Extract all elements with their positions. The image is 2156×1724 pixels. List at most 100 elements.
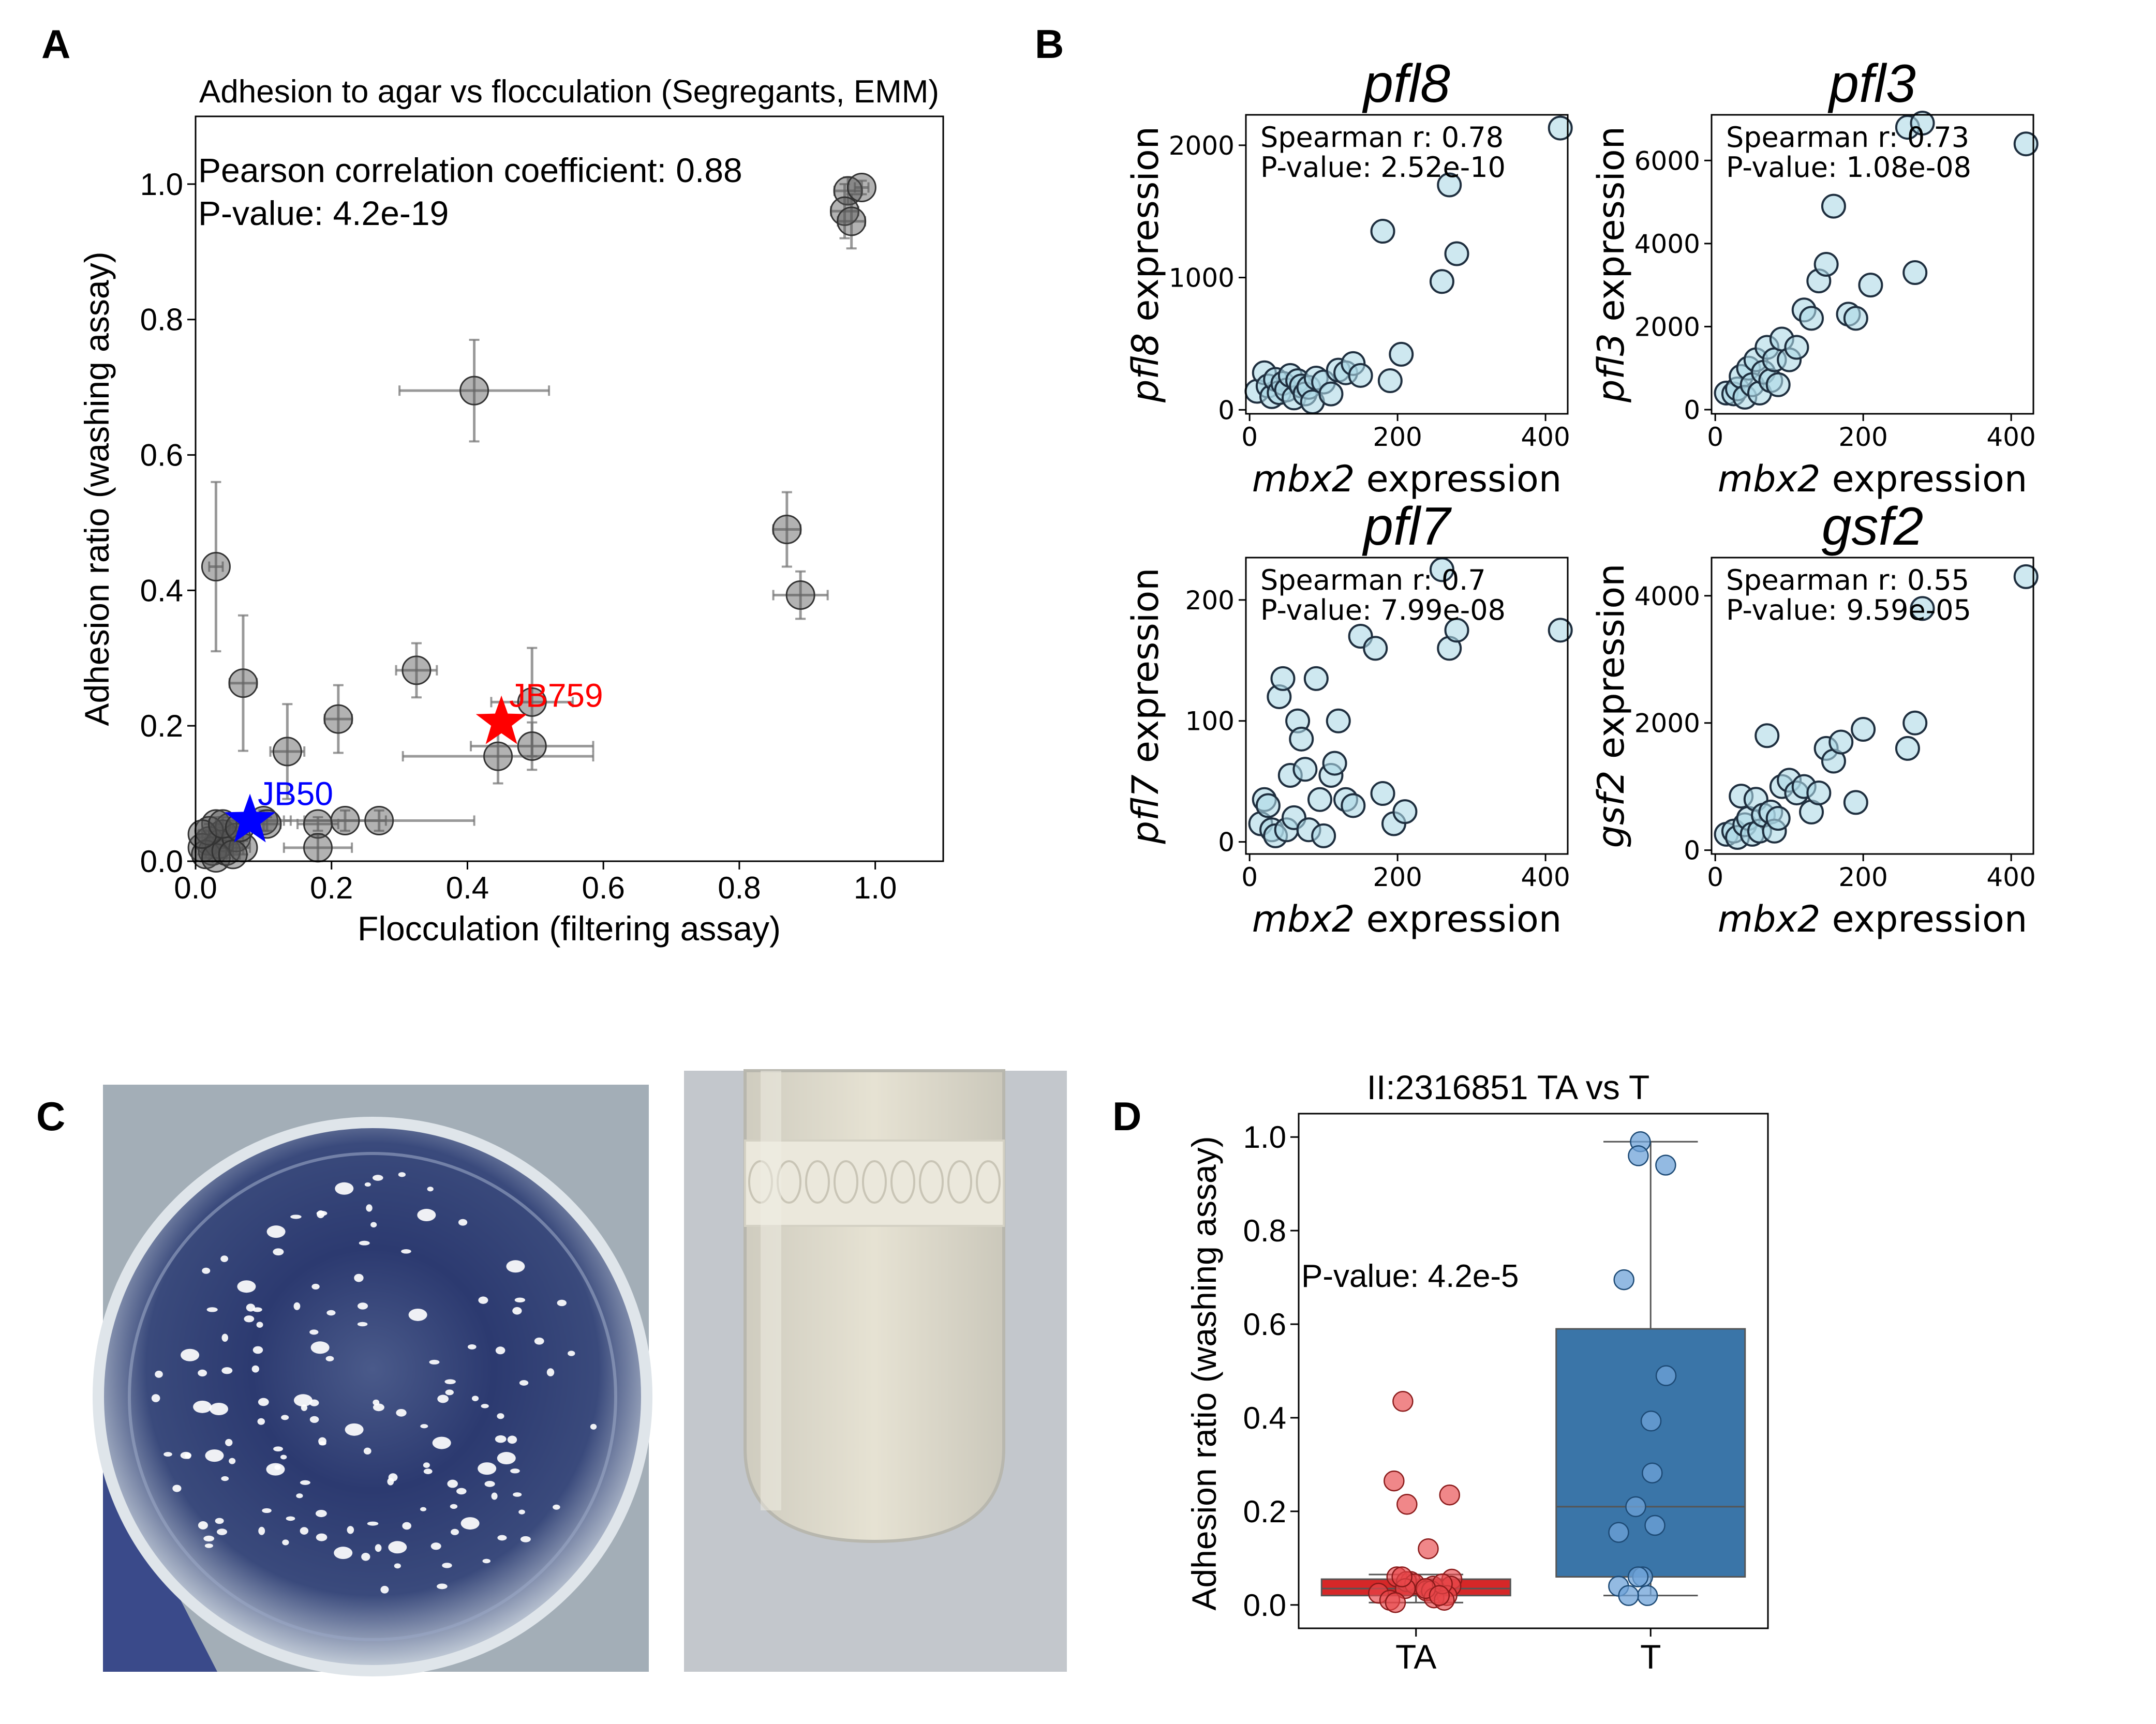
floc	[205, 1449, 224, 1462]
highlight-star	[224, 793, 276, 843]
floc	[309, 1416, 319, 1423]
floc	[300, 1480, 310, 1485]
subplot-title: pfl3	[1827, 54, 1916, 114]
ring-bubble	[834, 1160, 858, 1204]
y-tick-label: 4000	[1634, 229, 1700, 259]
x-tick-label: 0.8	[718, 871, 761, 905]
photo-culture-tube	[684, 1069, 1067, 1672]
floc	[387, 1477, 394, 1486]
floc	[450, 1504, 458, 1509]
floc	[357, 1302, 368, 1310]
floc	[506, 1260, 525, 1273]
x-axis-label: mbx2 expression	[1718, 898, 2027, 940]
floc	[497, 1452, 516, 1465]
floc	[408, 1308, 427, 1321]
point-t	[1644, 1515, 1666, 1536]
y-tick-label: 2000	[1634, 709, 1700, 739]
x-tick-label: 0.6	[582, 871, 625, 905]
scatter-point	[1895, 736, 1920, 761]
floc	[309, 1329, 319, 1335]
scatter-point	[1902, 260, 1928, 286]
floc	[478, 1296, 488, 1304]
floc	[215, 1518, 224, 1524]
floc	[420, 1507, 427, 1511]
floc	[193, 1400, 212, 1413]
floc	[244, 1315, 255, 1323]
floc	[221, 1367, 233, 1374]
y-tick-label: 0.2	[1243, 1494, 1286, 1529]
scatter-point	[1784, 335, 1809, 360]
scatter-point	[1843, 790, 1868, 815]
stat-pvalue: P-value: 9.59e-05	[1726, 594, 1971, 626]
floc	[293, 1302, 301, 1310]
point-t	[1642, 1462, 1663, 1483]
floc	[273, 1446, 283, 1451]
scatter-point	[303, 833, 333, 863]
scatter-point	[1910, 111, 1935, 136]
panel-a-annotation-pearson: Pearson correlation coefficient: 0.88	[198, 151, 742, 189]
floc	[497, 1535, 507, 1541]
x-tick-label: 200	[1838, 862, 1887, 892]
floc	[151, 1394, 160, 1402]
x-tick-label: 0.2	[310, 871, 353, 905]
floc	[456, 1488, 467, 1495]
floc	[514, 1297, 526, 1303]
floc	[491, 1492, 498, 1500]
stat-spearman: Spearman r: 0.7	[1260, 564, 1486, 596]
floc	[335, 1182, 354, 1195]
panel-a-y-axis-label: Adhesion ratio (washing assay)	[78, 251, 116, 726]
floc	[206, 1307, 218, 1312]
floc	[266, 1225, 286, 1238]
floc	[252, 1346, 263, 1354]
floc	[481, 1404, 489, 1408]
floc	[282, 1539, 289, 1546]
x-tick-label: 400	[1986, 862, 2035, 892]
floc	[204, 1543, 213, 1548]
y-tick-label: 100	[1185, 707, 1235, 737]
scatter-point	[1326, 708, 1351, 733]
scatter-point	[1392, 799, 1418, 824]
y-tick-label: 1.0	[140, 167, 183, 202]
scatter-point	[1813, 252, 1839, 277]
scatter-point	[364, 805, 394, 835]
y-tick-label: 0.8	[1243, 1213, 1286, 1248]
floc	[246, 1303, 256, 1312]
scatter-point	[1858, 273, 1883, 298]
floc	[217, 1528, 227, 1535]
floc	[445, 1389, 454, 1396]
floc	[334, 1547, 353, 1560]
stat-pvalue: P-value: 2.52e-10	[1260, 151, 1506, 184]
floc	[221, 1476, 229, 1481]
point-ta	[1392, 1391, 1414, 1412]
x-tick-label: 0	[1707, 422, 1723, 452]
point-ta	[1384, 1470, 1405, 1492]
floc	[281, 1415, 289, 1420]
scatter-point	[272, 737, 302, 767]
x-tick-label: 200	[1373, 422, 1422, 452]
flocs	[151, 1172, 597, 1594]
floc	[319, 1441, 326, 1446]
scatter-point	[1303, 666, 1329, 691]
y-tick-label: 0.4	[1243, 1401, 1286, 1435]
floc	[520, 1536, 531, 1542]
y-tick-label: 0	[1684, 836, 1700, 866]
scatter-point	[1437, 172, 1462, 198]
stat-spearman: Spearman r: 0.55	[1726, 564, 1969, 596]
scatter-point	[1377, 368, 1403, 394]
floc	[185, 1452, 191, 1459]
floc	[444, 1379, 456, 1384]
scatter-point	[1754, 723, 1780, 748]
y-tick-label: 200	[1185, 586, 1235, 616]
floc	[396, 1408, 407, 1417]
y-tick-label: 0	[1218, 395, 1235, 425]
x-tick-label: 400	[1986, 422, 2035, 452]
floc	[229, 1458, 236, 1464]
floc	[221, 1333, 228, 1342]
x-tick-label: 400	[1521, 862, 1570, 892]
y-tick-label: 0.4	[140, 573, 183, 608]
scatter-point	[1444, 241, 1469, 266]
subplot-title: pfl7	[1362, 497, 1452, 557]
floc	[311, 1283, 320, 1290]
